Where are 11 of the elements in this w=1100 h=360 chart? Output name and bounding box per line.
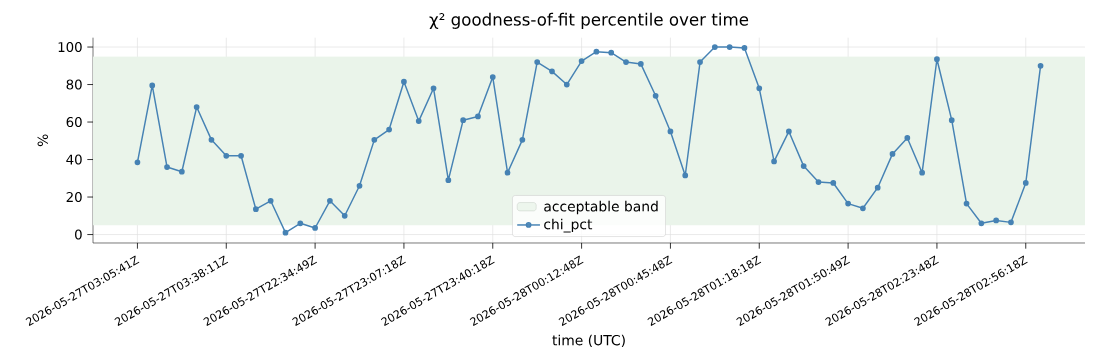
x-axis-title: time (UTC) [552,334,625,348]
y-tick-label: 100 [58,41,82,53]
y-tick-label: 40 [66,154,82,165]
legend-label: chi_pct [544,218,593,233]
y-tick-label: 20 [66,191,82,203]
chart-title: χ² goodness-of-fit percentile over time [429,12,749,29]
y-axis-title: % [37,134,48,147]
y-tick-label: 60 [66,116,82,128]
y-tick-label: 0 [75,229,82,240]
y-tick-label: 80 [66,79,82,90]
band-label: acceptable band [544,200,658,215]
